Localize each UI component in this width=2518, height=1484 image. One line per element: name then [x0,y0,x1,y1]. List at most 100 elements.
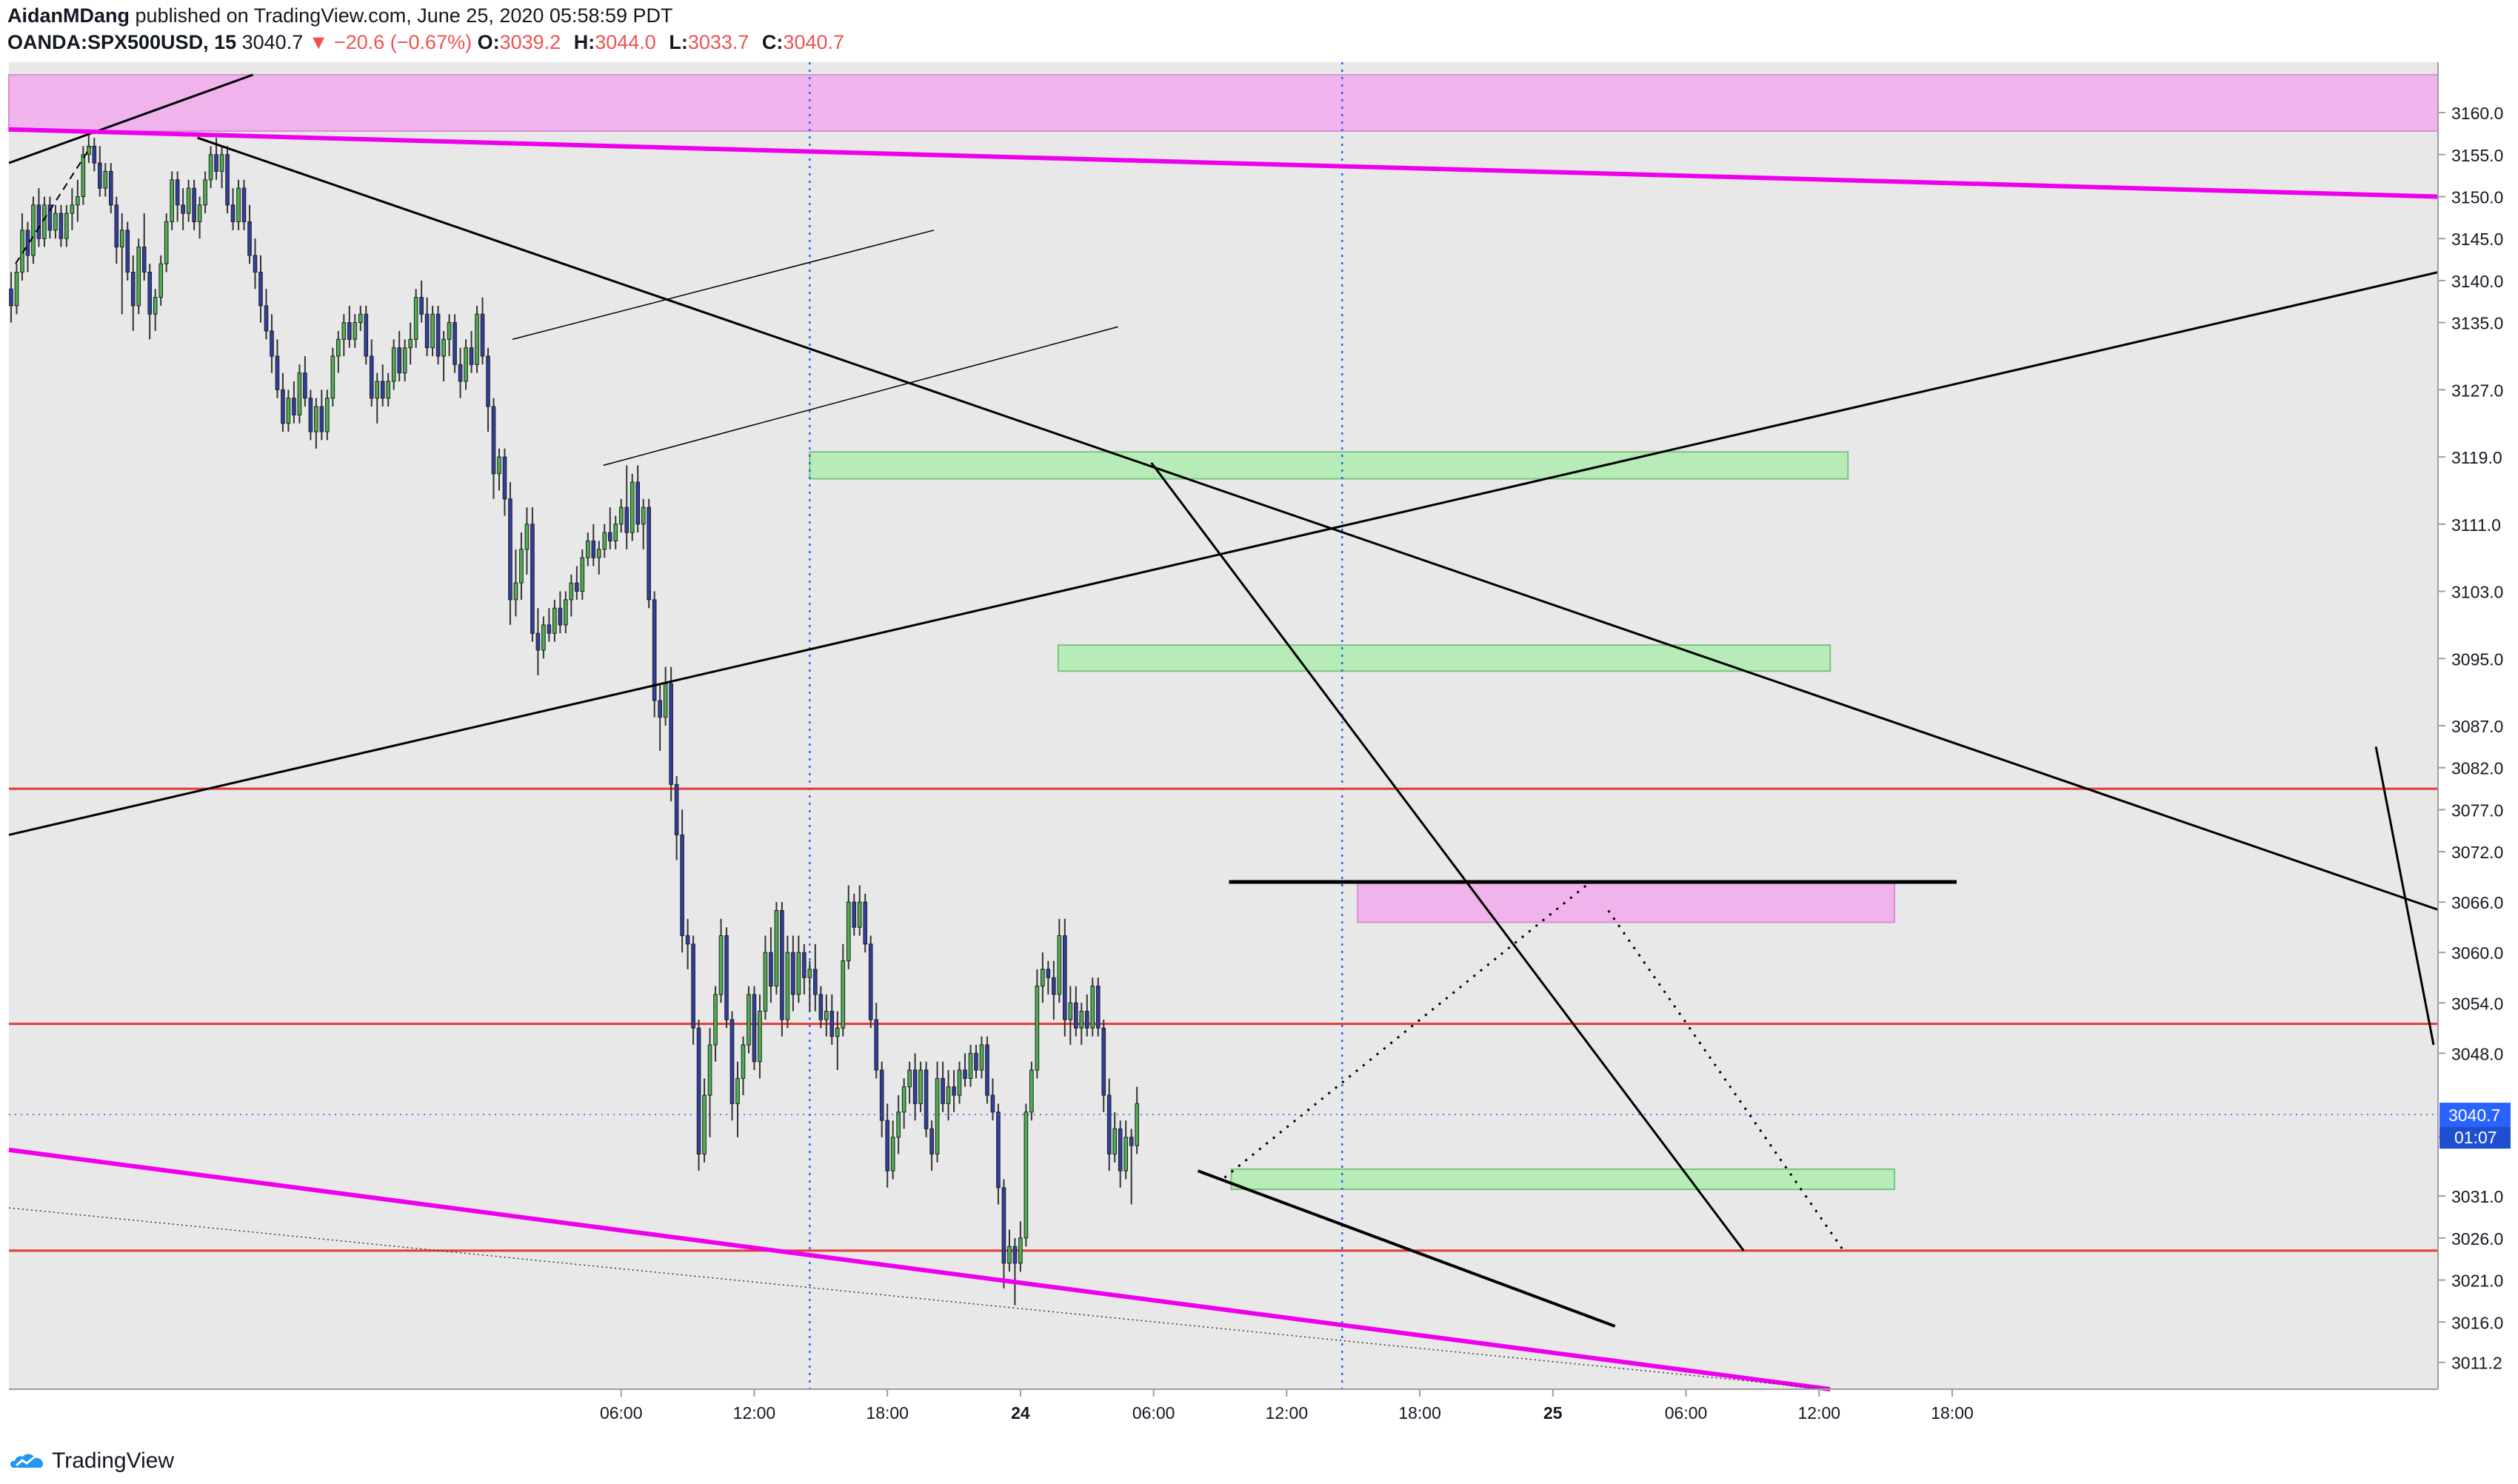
candle-160[interactable] [896,1095,901,1154]
candle-103[interactable] [580,549,585,600]
candle-24[interactable] [141,213,147,281]
candle-128[interactable] [718,918,724,1003]
candle-159[interactable] [890,1120,895,1180]
candle-5[interactable] [36,188,41,247]
candle-120[interactable] [674,776,679,860]
candle-192[interactable] [1073,986,1078,1037]
candle-131[interactable] [735,1061,740,1137]
candle-30[interactable] [175,171,180,222]
candle-41[interactable] [236,179,241,230]
candle-149[interactable] [835,1011,840,1071]
symbol-label[interactable]: OANDA:SPX500USD, 15 [7,31,237,53]
candle-57[interactable] [325,390,330,441]
time-axis[interactable]: 06:00 12:00 18:00 24 06:00 12:00 18:00 25 06:00 1… [600,1389,1974,1423]
candle-55[interactable] [314,398,318,449]
trendline-2[interactable] [8,127,2439,199]
candle-115[interactable] [647,498,652,609]
candle-111[interactable] [624,465,630,549]
candle-153[interactable] [857,885,862,936]
plot-area[interactable] [9,62,2438,1389]
trendline-1[interactable] [15,145,92,264]
candle-157[interactable] [879,1061,884,1137]
candle-158[interactable] [885,1103,890,1188]
candle-29[interactable] [170,171,174,230]
candle-54[interactable] [308,390,313,441]
candle-58[interactable] [330,347,335,407]
candle-110[interactable] [618,498,624,533]
candle-130[interactable] [729,1011,735,1121]
candle-35[interactable] [203,171,207,214]
candle-69[interactable] [391,339,396,390]
candle-25[interactable] [147,264,153,340]
candle-75[interactable] [424,297,430,356]
candle-48[interactable] [275,339,280,398]
candle-173[interactable] [968,1044,973,1087]
candle-16[interactable] [97,146,102,197]
candle-95[interactable] [535,608,541,675]
support-zone-1[interactable] [809,451,1849,480]
candle-74[interactable] [419,280,424,323]
resistance-zone-3[interactable] [1357,880,1896,923]
candle-119[interactable] [669,666,673,802]
candle-126[interactable] [707,1028,712,1137]
candle-165[interactable] [924,1061,929,1137]
candle-156[interactable] [874,1003,879,1079]
tradingview-brand[interactable]: TradingView [52,1448,175,1473]
candle-89[interactable] [502,448,507,516]
candle-67[interactable] [380,364,385,407]
candle-53[interactable] [303,355,307,407]
candle-0[interactable] [9,272,13,323]
candle-13[interactable] [81,146,86,205]
candle-107[interactable] [602,524,607,558]
candle-191[interactable] [1068,986,1073,1045]
price-axis[interactable]: 3011.23016.03021.03026.03031.03038.03048… [2438,62,2518,1389]
candle-81[interactable] [458,347,463,398]
candle-146[interactable] [818,986,824,1029]
candle-96[interactable] [541,616,546,659]
candle-167[interactable] [935,1061,940,1163]
candle-7[interactable] [47,196,53,239]
candle-154[interactable] [863,893,868,953]
trendline-4[interactable] [512,230,935,341]
candle-105[interactable] [591,524,596,566]
candle-177[interactable] [990,1078,995,1121]
candle-62[interactable] [353,314,358,348]
candle-44[interactable] [253,238,258,290]
candle-83[interactable] [469,330,474,373]
candle-8[interactable] [53,204,58,239]
candle-70[interactable] [397,330,402,381]
candle-150[interactable] [841,943,846,1037]
candle-122[interactable] [685,918,690,969]
candle-10[interactable] [64,204,69,247]
candle-15[interactable] [92,138,97,172]
candle-39[interactable] [225,146,230,214]
candle-195[interactable] [1090,977,1095,1037]
candle-140[interactable] [785,935,790,1029]
candle-133[interactable] [747,986,751,1054]
candle-1[interactable] [14,264,19,315]
candle-79[interactable] [447,314,452,356]
trendline-12[interactable] [8,1147,1831,1391]
trendline-5[interactable] [603,326,1118,467]
candle-125[interactable] [702,1078,707,1163]
candle-33[interactable] [192,179,196,230]
candle-31[interactable] [181,188,185,230]
candle-145[interactable] [813,943,818,1012]
candle-194[interactable] [1084,994,1089,1037]
candle-187[interactable] [1046,960,1051,995]
candle-179[interactable] [1001,1179,1006,1289]
candle-65[interactable] [369,339,374,407]
candle-91[interactable] [513,549,518,617]
candle-64[interactable] [364,305,369,365]
candle-90[interactable] [508,482,512,625]
candle-104[interactable] [585,532,590,566]
trendline-6[interactable] [8,271,2439,836]
candle-178[interactable] [996,1103,1001,1205]
resistance-zone-0[interactable] [8,74,2439,133]
candle-112[interactable] [630,473,635,541]
candle-185[interactable] [1035,969,1040,1079]
candle-22[interactable] [130,255,136,331]
candle-164[interactable] [918,1061,923,1112]
candle-76[interactable] [430,305,435,356]
